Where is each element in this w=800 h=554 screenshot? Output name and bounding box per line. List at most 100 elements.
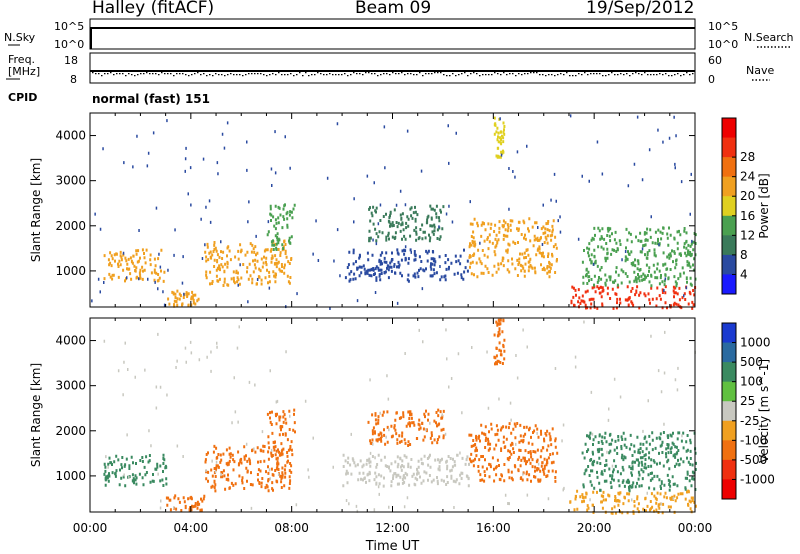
- feature-1-4: [266, 203, 296, 251]
- x-tick-label: 12:00: [375, 521, 410, 535]
- nsky-panel-frame: [89, 18, 696, 50]
- x-tick-label: 20:00: [577, 521, 612, 535]
- colorbar-tick-label: -1000: [740, 472, 775, 486]
- colorbar-tick-label: 25: [740, 394, 755, 408]
- colorbar-segment: [722, 254, 736, 275]
- feature-2-5: [342, 453, 470, 488]
- colorbar-tick-label: 16: [740, 209, 755, 223]
- feature-2-4: [266, 408, 296, 457]
- colorbar-segment: [722, 362, 736, 383]
- y-tick-label: 4000: [55, 334, 86, 348]
- x-tick-label: 00:00: [678, 521, 713, 535]
- feature-2-3: [204, 444, 293, 493]
- colorbar-segment: [722, 157, 736, 178]
- freq-panel-frame: [89, 52, 696, 84]
- colorbar-label: Velocity [m s^-1]: [757, 359, 771, 463]
- freq-tick-8: 8: [70, 73, 77, 86]
- x-axis-label: Time UT: [365, 539, 419, 554]
- colorbar-segment: [722, 176, 736, 197]
- y-axis-label: Slant Range [km]: [29, 363, 43, 467]
- x-tick-label: 16:00: [476, 521, 511, 535]
- colorbar-tick-label: -500: [740, 453, 767, 467]
- colorbar-segment: [722, 274, 736, 295]
- colorbar-segment: [722, 235, 736, 256]
- feature-2-10: [581, 431, 697, 493]
- feature-1-8: [493, 116, 506, 159]
- colorbar-segment: [722, 479, 736, 500]
- feature-2-9: [569, 489, 697, 515]
- colorbar-label: Power [dB]: [757, 173, 771, 238]
- x-tick-label: 04:00: [174, 521, 209, 535]
- feature-2-7: [468, 422, 559, 483]
- nave-tick-60: 60: [708, 54, 722, 67]
- colorbar-tick-label: -100: [740, 433, 767, 447]
- y-tick-label: 3000: [55, 379, 86, 393]
- colorbar-frame-1: [721, 117, 737, 295]
- feature-1-2: [167, 289, 200, 308]
- feature-1-1: [103, 248, 166, 283]
- colorbar-tick-label: 12: [740, 228, 755, 242]
- y-tick-label: 1000: [55, 469, 86, 483]
- feature-1-10: [581, 226, 697, 288]
- feature-1-9: [570, 285, 697, 310]
- colorbar-segment: [722, 196, 736, 217]
- colorbar-tick-label: 20: [740, 189, 755, 203]
- y-tick-label: 2000: [55, 424, 86, 438]
- y-tick-label: 1000: [55, 264, 86, 278]
- colorbar-segment: [722, 118, 736, 139]
- feature-1-5: [344, 248, 469, 283]
- nave-dots: [92, 72, 694, 77]
- colorbar-tick-label: 8: [740, 248, 748, 262]
- heatmap-cells-1: [91, 114, 697, 311]
- colorbar-segment: [722, 420, 736, 441]
- y-axis-label: Slant Range [km]: [29, 158, 43, 262]
- colorbar-tick-label: 24: [740, 170, 755, 184]
- freq-label-line1: Freq.: [8, 53, 36, 66]
- top-right-tick-upper: 10^5: [708, 20, 739, 33]
- cpid-value: normal (fast) 151: [92, 92, 210, 106]
- beam-title: Beam 09: [355, 0, 432, 18]
- heatmap-cells-2: [103, 318, 697, 515]
- x-tick-label: 00:00: [73, 521, 108, 535]
- top-right-tick-lower: 10^0: [708, 38, 739, 51]
- date-title: 19/Sep/2012: [586, 0, 695, 18]
- freq-label-line2: [MHz]: [8, 65, 41, 78]
- feature-2-1: [103, 453, 168, 488]
- feature-1-6: [368, 204, 445, 243]
- nave-label: Nave: [746, 64, 775, 77]
- colorbar-segment: [722, 401, 736, 422]
- feature-2-6: [367, 408, 445, 447]
- nave-tick-0: 0: [708, 73, 715, 86]
- nsearch-label: N.Search: [744, 31, 794, 44]
- colorbar-segment: [722, 323, 736, 344]
- colorbar-tick-label: 1000: [740, 336, 771, 350]
- y-tick-label: 3000: [55, 174, 86, 188]
- colorbar-tick-label: 500: [740, 355, 763, 369]
- x-tick-label: 08:00: [274, 521, 309, 535]
- colorbar-segment: [722, 342, 736, 363]
- station-title: Halley (fitACF): [92, 0, 215, 18]
- colorbar-tick-label: -25: [740, 414, 760, 428]
- colorbar-segment: [722, 459, 736, 480]
- colorbar-segment: [722, 381, 736, 402]
- colorbar-segment: [722, 215, 736, 236]
- colorbar-tick-label: 100: [740, 375, 763, 389]
- feature-1-7: [468, 217, 558, 279]
- panel-frame-1: [89, 112, 696, 308]
- top-left-tick-lower: 10^0: [54, 38, 85, 51]
- colorbar-tick-label: 28: [740, 150, 755, 164]
- feature-1-3: [204, 239, 293, 287]
- feature-2-2: [165, 494, 206, 512]
- y-tick-label: 4000: [55, 129, 86, 143]
- y-tick-label: 2000: [55, 219, 86, 233]
- cpid-label: CPID: [8, 91, 38, 104]
- colorbar-segment: [722, 440, 736, 461]
- nsky-label: N.Sky: [4, 31, 36, 44]
- feature-2-8: [493, 318, 506, 366]
- colorbar-segment: [722, 137, 736, 158]
- colorbar-tick-label: 4: [740, 267, 748, 281]
- top-left-tick-upper: 10^5: [54, 20, 85, 33]
- freq-tick-18: 18: [64, 54, 78, 67]
- colorbar-frame-2: [721, 322, 737, 500]
